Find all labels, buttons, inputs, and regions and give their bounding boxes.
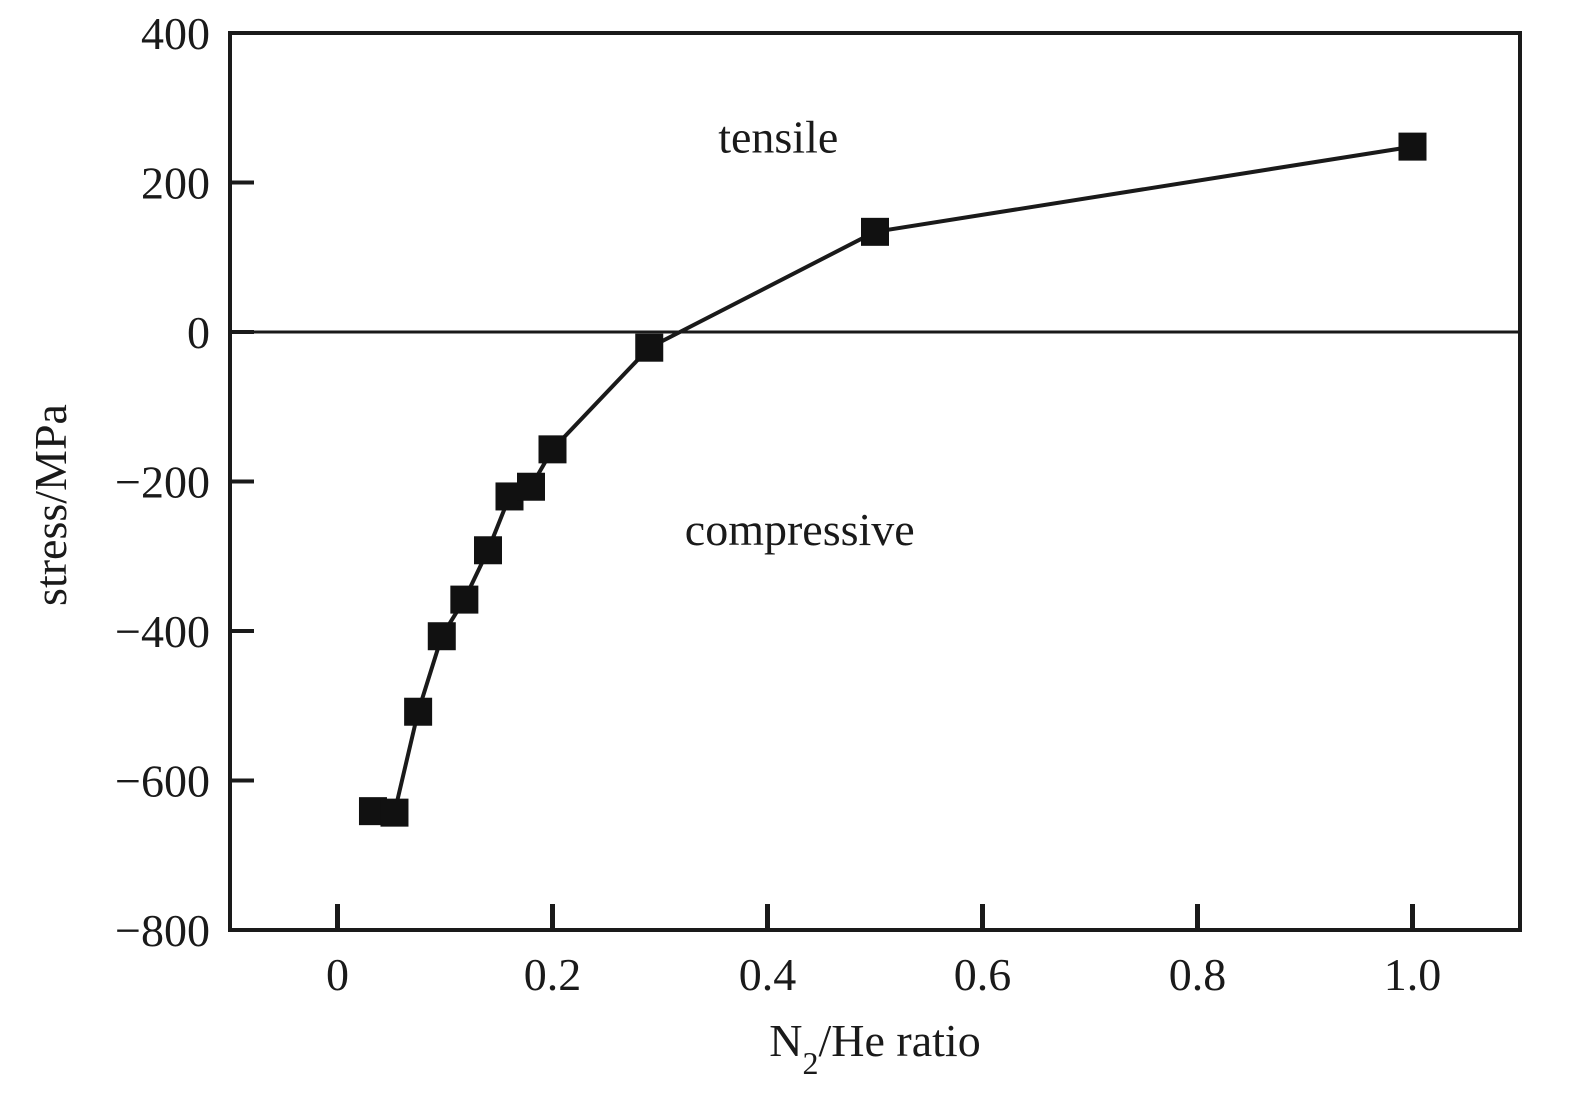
data-point-marker xyxy=(380,798,409,827)
y-tick-label: 400 xyxy=(141,8,210,59)
data-point-marker xyxy=(427,622,456,651)
data-point-marker xyxy=(404,697,433,726)
x-axis-title-subscript: 2 xyxy=(803,1045,819,1081)
y-tick-label: −600 xyxy=(115,756,210,807)
series-markers xyxy=(358,132,1427,827)
y-axis-ticks: 400 200 0 −200 −400 −600 −800 xyxy=(115,8,254,956)
annotation-tensile: tensile xyxy=(718,112,838,163)
data-point-marker xyxy=(1398,132,1427,161)
x-tick-label: 0.4 xyxy=(739,949,797,1000)
data-point-marker xyxy=(635,333,664,362)
x-tick-label: 0.8 xyxy=(1169,949,1227,1000)
x-axis-title-base: N xyxy=(769,1015,802,1066)
x-tick-label: 0 xyxy=(326,949,349,1000)
x-axis-ticks: 0 0.2 0.4 0.6 0.8 1.0 xyxy=(326,904,1441,1000)
data-point-marker xyxy=(450,585,479,614)
x-axis-title: N2/He ratio xyxy=(769,1015,980,1081)
data-point-marker xyxy=(538,435,567,464)
y-tick-label: −200 xyxy=(115,457,210,508)
data-point-marker xyxy=(474,536,502,565)
x-tick-label: 1.0 xyxy=(1384,949,1442,1000)
y-tick-label: 0 xyxy=(187,307,210,358)
y-tick-label: 200 xyxy=(141,158,210,209)
plot-frame xyxy=(228,31,1522,932)
series-line xyxy=(372,144,1413,815)
y-tick-label: −800 xyxy=(115,905,210,956)
x-tick-label: 0.2 xyxy=(524,949,582,1000)
annotations: tensile compressive xyxy=(685,112,915,555)
data-point-marker xyxy=(861,217,889,246)
x-axis-title-rest: /He ratio xyxy=(819,1015,981,1066)
y-tick-label: −400 xyxy=(115,606,210,657)
x-tick-label: 0.6 xyxy=(954,949,1012,1000)
y-axis-title: stress/MPa xyxy=(25,404,76,606)
annotation-compressive: compressive xyxy=(685,504,915,555)
data-point-marker xyxy=(517,472,545,501)
